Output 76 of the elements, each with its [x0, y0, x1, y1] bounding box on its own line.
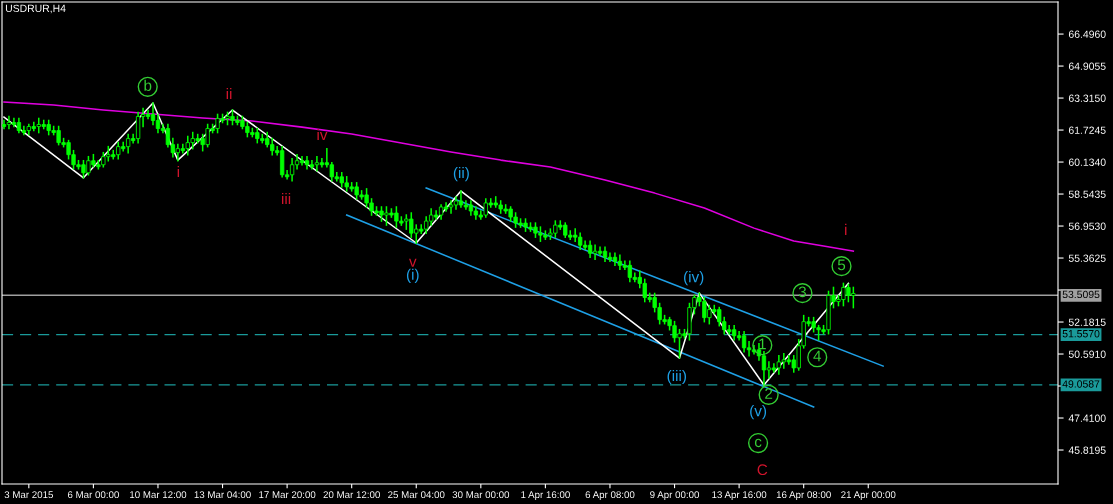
x-tick-label: 9 Apr 00:00: [650, 491, 700, 501]
candlestick: [458, 190, 464, 208]
x-tick-label: 17 Mar 20:00: [259, 491, 316, 499]
ref-line-label: 53.5095: [1062, 290, 1100, 299]
annotation: 5: [837, 259, 846, 271]
candlestick: [582, 240, 588, 251]
annotation: (ii): [453, 166, 469, 182]
candlestick: [463, 200, 469, 210]
annotation: v: [409, 258, 417, 267]
candlestick: [2, 119, 7, 130]
candlestick: [612, 252, 618, 267]
candlestick: [592, 244, 598, 261]
annotation: b: [144, 79, 152, 91]
annotation: C: [757, 464, 768, 476]
y-tick-label: 58.5435: [1068, 190, 1106, 198]
candlestick: [150, 102, 156, 126]
annotation: (i): [406, 268, 419, 283]
candlestick: [145, 109, 151, 120]
y-tick-label: 61.7245: [1068, 126, 1106, 134]
annotation: c: [754, 438, 762, 448]
line-series: [3, 101, 855, 252]
candlestick: [319, 157, 325, 168]
ref-line-label: 51.5570: [1062, 330, 1100, 338]
annotation: (iii): [667, 369, 687, 385]
y-tick-label: 64.9055: [1068, 62, 1106, 70]
y-tick-label: 60.1340: [1068, 158, 1106, 166]
x-tick-label: 3 Mar 2015: [4, 491, 54, 499]
chart-title: USDRUR,H4: [5, 4, 66, 14]
annotation: 2: [765, 388, 773, 399]
y-tick-label: 52.1815: [1068, 318, 1106, 326]
y-tick-label: 66.4960: [1068, 30, 1106, 38]
y-tick-label: 47.4100: [1068, 414, 1106, 422]
y-tick-label: 50.5910: [1068, 350, 1106, 358]
candlestick: [135, 111, 141, 144]
candlestick: [761, 351, 767, 386]
annotation: ii: [226, 87, 232, 99]
y-tick-label: 56.9530: [1068, 222, 1106, 230]
candlestick: [771, 363, 777, 373]
candlestick: [6, 115, 12, 130]
y-tick-label: 45.8195: [1068, 446, 1106, 454]
candlestick: [617, 254, 623, 271]
candlestick: [299, 155, 305, 166]
x-tick-label: 25 Mar 04:00: [388, 491, 445, 499]
y-tick-label: 63.3150: [1068, 94, 1106, 102]
annotation: i: [177, 165, 180, 178]
x-tick-label: 16 Apr 08:00: [776, 491, 831, 501]
x-tick-label: 20 Mar 12:00: [323, 491, 380, 499]
x-tick-label: 21 Apr 00:00: [841, 491, 896, 501]
candlestick: [448, 200, 454, 214]
candlestick: [314, 155, 320, 172]
annotation: 3: [798, 286, 807, 298]
annotation: iv: [317, 128, 328, 140]
annotation: 4: [813, 350, 822, 362]
annotation: 1: [759, 338, 766, 350]
x-tick-label: 6 Mar 00:00: [67, 491, 119, 499]
annotation: (v): [750, 405, 767, 420]
candlestick: [309, 159, 315, 170]
annotation: i: [845, 223, 847, 235]
x-tick-label: 10 Mar 12:00: [130, 491, 187, 499]
annotation: iii: [281, 192, 291, 205]
candlestick: [11, 117, 17, 128]
x-tick-label: 1 Apr 16:00: [521, 491, 570, 501]
candlestick: [597, 246, 603, 257]
x-tick-label: 13 Mar 04:00: [194, 491, 251, 499]
candlestick: [289, 157, 295, 182]
y-tick-label: 55.3625: [1068, 254, 1106, 262]
candlestick: [607, 252, 613, 263]
candlestick: [741, 330, 747, 353]
candlestick: [443, 202, 449, 212]
candlestick: [155, 113, 161, 134]
ref-line-label: 49.0587: [1062, 380, 1100, 388]
x-tick-label: 13 Apr 16:00: [712, 491, 767, 501]
x-tick-label: 30 Mar 00:00: [452, 491, 510, 499]
x-tick-label: 6 Apr 08:00: [585, 491, 635, 501]
annotation: (iv): [684, 271, 704, 286]
candlestick: [304, 155, 310, 170]
